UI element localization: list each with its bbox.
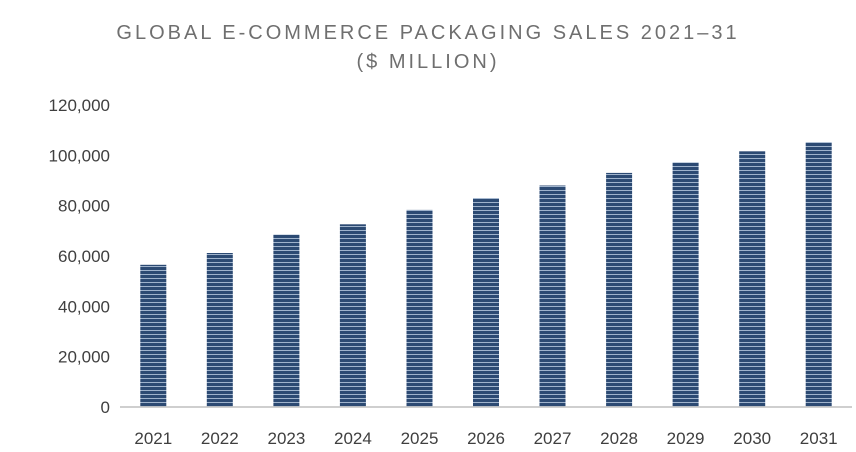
x-tick-label: 2031 xyxy=(800,429,838,448)
x-tick-label: 2028 xyxy=(600,429,638,448)
x-tick-label: 2026 xyxy=(467,429,505,448)
bars-group xyxy=(140,142,832,407)
bar-2024 xyxy=(339,224,366,407)
bar-2026 xyxy=(473,198,499,407)
y-tick-label: 80,000 xyxy=(58,197,110,216)
bar-2023 xyxy=(273,234,300,407)
x-tick-label: 2030 xyxy=(733,429,771,448)
bar-2027 xyxy=(539,185,566,407)
bar-2031 xyxy=(805,142,832,407)
x-tick-label: 2029 xyxy=(667,429,705,448)
y-tick-label: 120,000 xyxy=(49,96,110,115)
y-tick-label: 20,000 xyxy=(58,348,110,367)
bar-2028 xyxy=(606,172,633,407)
bar-2021 xyxy=(140,264,167,407)
bar-2025 xyxy=(406,209,433,407)
y-tick-label: 0 xyxy=(101,398,110,417)
x-tick-label: 2025 xyxy=(401,429,439,448)
chart-subtitle: ($ MILLION) xyxy=(356,51,500,73)
bar-2030 xyxy=(739,151,766,407)
y-tick-label: 60,000 xyxy=(58,247,110,266)
axes-group: 2021 2022 2023 2024 2025 2026 2027 2028 2029 2030… xyxy=(49,96,852,448)
bar-2022 xyxy=(206,253,233,407)
x-tick-label: 2024 xyxy=(334,429,372,448)
y-tick-label: 100,000 xyxy=(49,146,110,165)
chart-title: GLOBAL E-COMMERCE PACKAGING SALES 2021–3… xyxy=(116,22,740,44)
bar-2029 xyxy=(672,162,699,407)
y-tick-label: 40,000 xyxy=(58,297,110,316)
x-tick-label: 2022 xyxy=(201,429,239,448)
x-tick-label: 2021 xyxy=(134,429,172,448)
x-tick-label: 2023 xyxy=(267,429,305,448)
x-tick-label: 2027 xyxy=(534,429,572,448)
